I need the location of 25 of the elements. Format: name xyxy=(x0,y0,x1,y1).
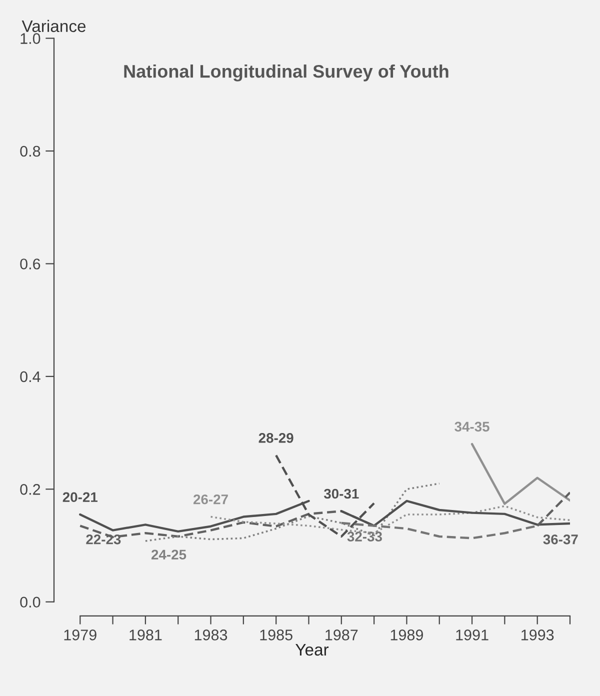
x-tick-label: 1979 xyxy=(64,630,96,640)
series-label: 24-25 xyxy=(151,550,186,560)
x-axis-title: Year xyxy=(296,644,329,656)
y-axis-title: Variance xyxy=(22,20,86,32)
series-label: 20-21 xyxy=(62,492,98,502)
x-tick-label: 1987 xyxy=(326,630,358,640)
x-tick-label: 1983 xyxy=(194,630,228,640)
x-tick-label: 1991 xyxy=(456,630,488,640)
series-label: 32-33 xyxy=(347,532,382,542)
y-tick-label: 0.6 xyxy=(20,258,40,270)
series-label: 36-37 xyxy=(543,534,578,544)
series-label: 30-31 xyxy=(324,488,359,499)
x-tick-label: 1989 xyxy=(390,630,423,640)
y-tick-label: 0.4 xyxy=(20,371,40,382)
x-tick-label: 1981 xyxy=(130,630,162,640)
x-tick-label: 1993 xyxy=(522,630,554,640)
y-tick-label: 0.2 xyxy=(20,484,40,495)
series-label: 26-27 xyxy=(193,494,228,504)
y-tick-label: 0.8 xyxy=(20,146,40,157)
text: National Longitudinal Survey of Youth xyxy=(124,64,448,82)
y-tick-label: 1.0 xyxy=(20,33,40,44)
y-tick-label: 0.0 xyxy=(20,596,40,608)
series-label: 34-35 xyxy=(454,422,490,432)
series-label: 28-29 xyxy=(258,433,294,443)
x-tick-label: 1985 xyxy=(260,630,292,640)
